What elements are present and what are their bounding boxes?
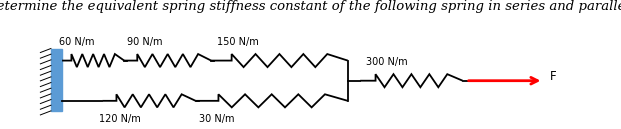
Text: 300 N/m: 300 N/m bbox=[366, 57, 408, 67]
Bar bbox=[51, 49, 62, 111]
Text: F: F bbox=[550, 70, 556, 83]
Text: 90 N/m: 90 N/m bbox=[127, 37, 163, 47]
Text: Determine the equivalent spring stiffness constant of the following spring in se: Determine the equivalent spring stiffnes… bbox=[0, 0, 621, 13]
Text: 30 N/m: 30 N/m bbox=[199, 114, 234, 124]
Text: 150 N/m: 150 N/m bbox=[217, 37, 259, 47]
Text: 120 N/m: 120 N/m bbox=[99, 114, 141, 124]
Text: 60 N/m: 60 N/m bbox=[59, 37, 94, 47]
